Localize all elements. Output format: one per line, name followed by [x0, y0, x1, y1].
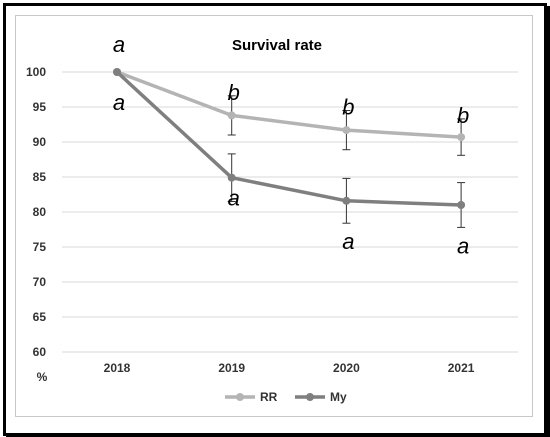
data-point — [342, 196, 351, 205]
x-tick-label: 2021 — [448, 361, 475, 375]
y-tick-label: 95 — [33, 100, 47, 114]
data-point — [342, 126, 351, 135]
legend-item-RR: RR — [225, 390, 278, 404]
legend-label: My — [330, 390, 347, 404]
legend-swatch-marker — [236, 393, 244, 401]
significance-letter: a — [113, 90, 125, 115]
data-point — [227, 173, 236, 182]
chart-area-border — [15, 15, 533, 417]
significance-letter: a — [113, 32, 125, 57]
y-tick-label: 90 — [33, 135, 47, 149]
data-point — [457, 133, 466, 142]
y-tick-label: 70 — [33, 275, 47, 289]
significance-letter: a — [342, 229, 354, 254]
legend-swatch-marker — [306, 393, 314, 401]
y-tick-label: 85 — [33, 170, 47, 184]
significance-letter: b — [228, 80, 240, 105]
series-line — [115, 70, 462, 207]
data-point — [227, 111, 236, 120]
significance-letter: a — [457, 233, 469, 258]
x-tick-label: 2018 — [104, 361, 131, 375]
y-tick-label: 65 — [33, 310, 47, 324]
figure-frame — [3, 3, 547, 436]
y-axis-unit-label: % — [37, 370, 48, 384]
significance-letter: b — [342, 95, 354, 120]
y-tick-label: 100 — [26, 65, 46, 79]
data-point — [113, 68, 121, 76]
legend-label: RR — [260, 390, 278, 404]
legend-item-My: My — [295, 390, 347, 404]
y-tick-label: 75 — [33, 240, 47, 254]
series-line — [116, 70, 462, 139]
significance-letter: a — [228, 186, 240, 211]
y-tick-label: 80 — [33, 205, 47, 219]
x-tick-label: 2019 — [218, 361, 245, 375]
data-point — [457, 201, 466, 209]
significance-letter: b — [457, 103, 469, 128]
x-tick-label: 2020 — [333, 361, 360, 375]
y-tick-label: 60 — [33, 345, 47, 359]
series-RR: a b b b — [113, 32, 469, 156]
chart-title: Survival rate — [232, 37, 322, 54]
series-My: a a a a — [113, 68, 469, 258]
